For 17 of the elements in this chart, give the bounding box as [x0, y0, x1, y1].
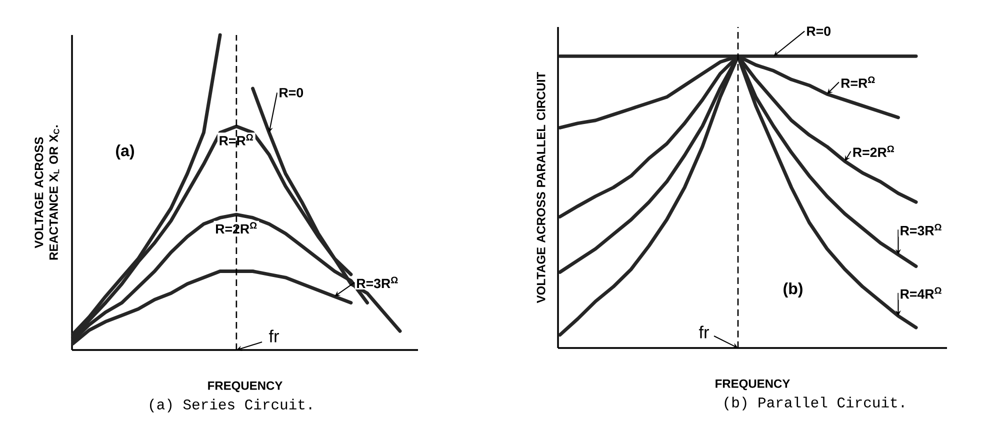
- text: (a) Series Circuit.: [150, 398, 312, 412]
- annotation: (a): [116, 144, 134, 160]
- y-axis-title: VOLTAGE ACROSS PARALLEL CIRCUIT: [536, 72, 546, 304]
- series-label: R=R$^{Ω}$: [220, 134, 253, 146]
- annotation: (b): [784, 282, 802, 298]
- series-label: R=3R$^{Ω}$: [357, 276, 398, 288]
- series-label: R=0: [280, 88, 304, 98]
- text: (b) Parallel Circuit.: [724, 396, 904, 410]
- annotation: fr: [698, 326, 710, 338]
- series-label: R=3R$^{Ω}$: [900, 224, 942, 236]
- annotation: fr: [268, 330, 280, 342]
- series-label: R=4R$^{Ω}$: [900, 287, 942, 299]
- x-axis-title: FREQUENCY: [716, 379, 790, 390]
- x-axis-title: FREQUENCY: [208, 381, 282, 392]
- series-label: R=R$^{Ω}$: [842, 76, 875, 88]
- series-label: R=0: [807, 26, 830, 36]
- series-label: R=2R$^{Ω}$: [853, 146, 894, 157]
